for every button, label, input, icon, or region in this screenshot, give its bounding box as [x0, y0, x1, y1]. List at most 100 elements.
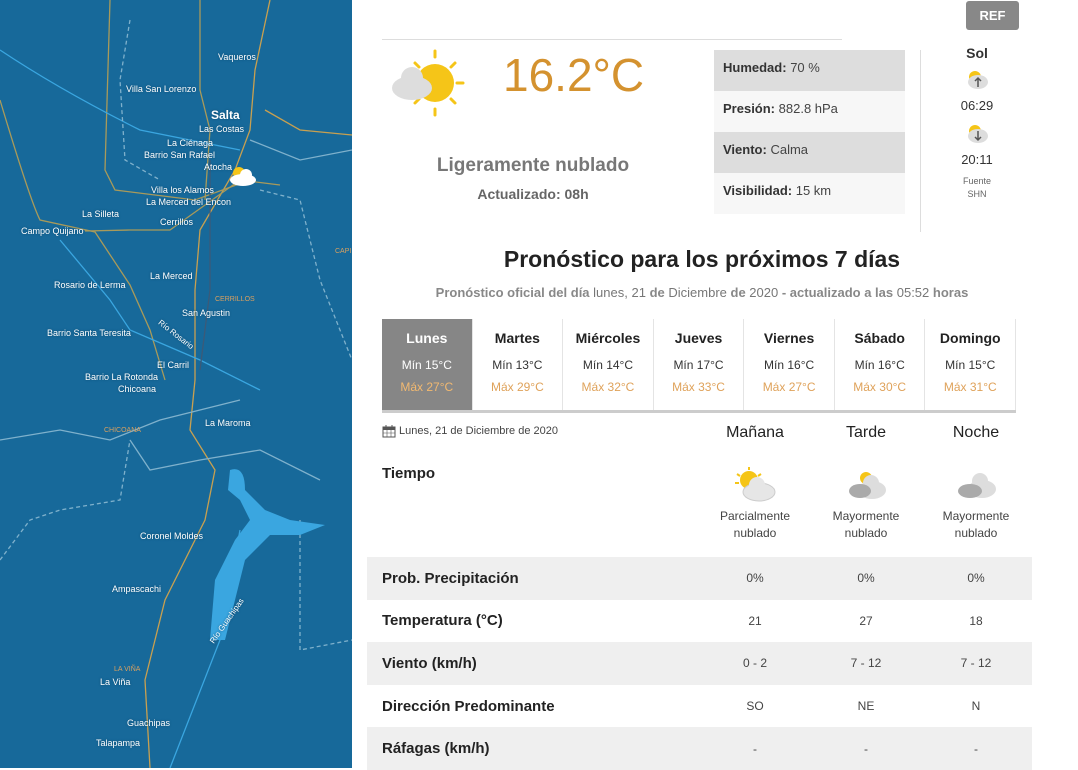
pressure-label: Presión: — [723, 101, 776, 116]
row-value: SO — [746, 699, 764, 714]
table-row: Viento (km/h) 0 - 2 7 - 12 7 - 12 — [367, 642, 1032, 685]
subtitle-text: de — [649, 285, 665, 300]
day-name: Lunes — [406, 330, 448, 346]
day-min: Mín 16°C — [764, 358, 815, 372]
map-label: La Silleta — [82, 209, 120, 219]
row-label: Prob. Precipitación — [382, 569, 519, 587]
updated-time: Actualizado: 08h — [477, 186, 589, 202]
wind-label: Viento: — [723, 142, 767, 157]
subtitle-month: Diciembre — [668, 285, 727, 300]
day-max: Máx 31°C — [943, 380, 997, 394]
day-max: Máx 27°C — [762, 380, 816, 394]
pressure-row: Presión: 882.8 hPa — [714, 91, 905, 132]
map-label: Atocha — [204, 162, 233, 172]
sunset-time: 20:11 — [961, 152, 993, 167]
day-name: Viernes — [763, 330, 815, 346]
map-label: Vaqueros — [218, 52, 256, 62]
map-label: La Ciénaga — [167, 138, 214, 148]
map-lines — [0, 0, 352, 768]
visibility-label: Visibilidad: — [723, 183, 793, 198]
day-tab-6[interactable]: Domingo Mín 15°C Máx 31°C — [925, 319, 1017, 410]
day-max: Máx 33°C — [672, 380, 725, 394]
row-value: 7 - 12 — [960, 656, 992, 671]
divider — [382, 39, 842, 40]
source-label: Fuente — [962, 176, 992, 186]
ref-button[interactable]: REF — [966, 1, 1019, 30]
current-temperature: 16.2°C — [503, 49, 645, 101]
lake — [210, 469, 325, 640]
map-label: La Viña — [100, 677, 131, 687]
map-label: Barrio Santa Teresita — [47, 328, 131, 338]
sun-title: Sol — [966, 45, 988, 61]
divider — [920, 50, 921, 232]
row-value: 18 — [969, 613, 983, 628]
visibility-row: Visibilidad: 15 km — [714, 173, 905, 214]
subtitle-year: 2020 — [749, 285, 779, 300]
mostly-cloudy-icon — [811, 466, 921, 507]
map-label: Campo Quijano — [21, 226, 84, 236]
current-details: Humedad: 70 % Presión: 882.8 hPa Viento:… — [714, 50, 905, 214]
map-label: Guachipas — [127, 718, 171, 728]
subtitle-text: horas — [932, 285, 969, 300]
forecast-title: Pronóstico para los próximos 7 días — [503, 246, 901, 272]
map-label: La Maroma — [205, 418, 251, 428]
day-tab-0[interactable]: Lunes Mín 15°C Máx 27°C — [382, 319, 473, 410]
period-night: Noche — [952, 424, 1000, 441]
day-min: Mín 14°C — [582, 358, 634, 372]
detail-date-text: Lunes, 21 de Diciembre de 2020 — [399, 425, 558, 437]
calendar-icon — [382, 425, 396, 438]
subtitle-text: de — [730, 285, 746, 300]
day-name: Jueves — [674, 330, 723, 346]
map-label: Chicoana — [118, 384, 157, 394]
row-value: NE — [857, 699, 875, 714]
day-min: Mín 13°C — [492, 358, 543, 372]
sun-panel: Sol 06:29 20:11 Fuente SHN — [942, 45, 1012, 201]
map-region-label: CAPI — [335, 248, 352, 255]
map-label: La Merced — [150, 271, 193, 281]
visibility-value: 15 km — [795, 183, 832, 198]
row-value: N — [971, 699, 981, 714]
subtitle-date: lunes, 21 — [593, 285, 646, 300]
day-tab-5[interactable]: Sábado Mín 16°C Máx 30°C — [835, 319, 926, 410]
day-max: Máx 27°C — [400, 380, 454, 394]
row-value: 0% — [967, 571, 985, 586]
row-label: Dirección Predominante — [382, 697, 555, 715]
map-label: Coronel Moldes — [140, 531, 204, 541]
humidity-label: Humedad: — [723, 60, 787, 75]
wind-row: Viento: Calma — [714, 132, 905, 173]
period-afternoon: Tarde — [845, 424, 887, 441]
day-tab-2[interactable]: Miércoles Mín 14°C Máx 32°C — [563, 319, 654, 410]
detail-table: Prob. Precipitación 0% 0% 0% Temperatura (°C… — [367, 557, 1032, 770]
map[interactable]: Vaqueros Villa San Lorenzo Salta Las Cos… — [0, 0, 352, 768]
cloudy-night-icon — [921, 466, 1031, 507]
day-name: Martes — [494, 330, 540, 346]
map-region-label: CERRILLOS — [215, 296, 255, 303]
row-value: - — [753, 741, 757, 756]
row-label: Viento (km/h) — [382, 654, 477, 672]
map-region-label: CHICOANA — [104, 427, 141, 434]
map-label: Rosario de Lerma — [54, 280, 126, 290]
table-row: Prob. Precipitación 0% 0% 0% — [367, 557, 1032, 600]
row-value: 21 — [748, 613, 762, 628]
map-label: Cerrillos — [160, 217, 194, 227]
subtitle-text: Pronóstico oficial del día — [435, 285, 590, 300]
partly-cloudy-icon — [392, 49, 465, 117]
current-condition: Ligeramente nublado — [436, 155, 630, 176]
table-row: Ráfagas (km/h) - - - — [367, 727, 1032, 770]
day-tab-3[interactable]: Jueves Mín 17°C Máx 33°C — [654, 319, 745, 410]
row-value: - — [864, 741, 868, 756]
day-min: Mín 15°C — [945, 358, 996, 372]
day-name: Sábado — [854, 330, 905, 346]
sunrise-time: 06:29 — [960, 98, 994, 113]
map-label: El Carril — [157, 360, 190, 370]
map-weather-cloud-icon[interactable] — [228, 164, 258, 188]
day-max: Máx 32°C — [581, 380, 635, 394]
sunrise-icon — [968, 71, 988, 89]
day-tab-1[interactable]: Martes Mín 13°C Máx 29°C — [473, 319, 564, 410]
row-value: 0 - 2 — [742, 656, 767, 671]
pressure-value: 882.8 hPa — [778, 101, 838, 116]
map-label: Las Costas — [199, 124, 245, 134]
day-tab-4[interactable]: Viernes Mín 16°C Máx 27°C — [744, 319, 835, 410]
partly-cloudy-icon — [700, 466, 810, 507]
map-label: Villa los Alamos — [151, 185, 214, 195]
